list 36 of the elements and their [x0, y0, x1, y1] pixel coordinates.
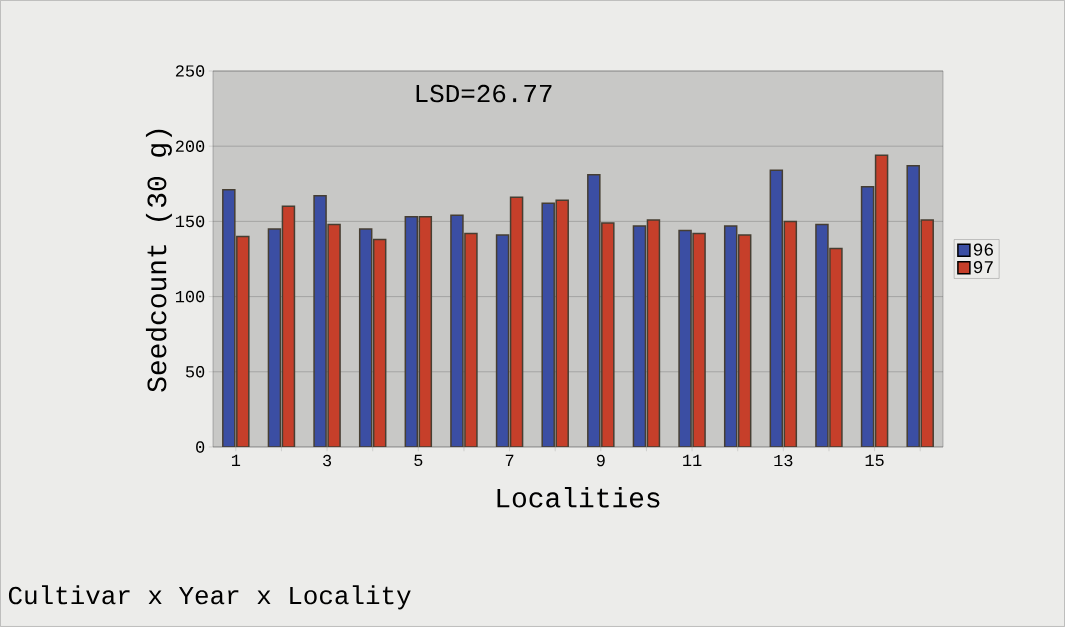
annotation: LSD=26.77 [416, 84, 552, 103]
x-tick-label: 13 [774, 454, 793, 467]
x-tick-label: 7 [505, 454, 514, 466]
bar [267, 228, 282, 447]
bar [737, 234, 752, 447]
bar [418, 216, 433, 447]
x-tick-label: 3 [323, 454, 332, 467]
x-tick-label: 5 [414, 454, 423, 467]
legend-label: 96 [973, 243, 993, 256]
x-tick-label: 11 [683, 454, 702, 466]
bar [495, 234, 510, 447]
bar [632, 225, 647, 447]
x-tick-label: 9 [596, 454, 605, 467]
y-tick-label: 150 [175, 215, 205, 228]
bar [404, 216, 419, 447]
bar [646, 219, 661, 447]
y-tick-label: 100 [175, 290, 205, 303]
bar [281, 205, 296, 447]
legend-label: 97 [973, 260, 993, 274]
y-axis-title: Seedcount (30 g) [145, 129, 172, 392]
y-tick-label: 200 [175, 140, 205, 152]
bar [358, 228, 373, 447]
bar [509, 196, 524, 447]
bar [860, 186, 875, 447]
text: Cultivar x Year x Locality [8, 585, 411, 610]
bar [723, 225, 738, 447]
x-tick-label: 15 [865, 454, 884, 467]
x-axis-title: Localities [497, 487, 660, 508]
y-tick-label: 250 [175, 65, 205, 77]
bar [874, 154, 889, 447]
bar [783, 220, 798, 447]
y-tick-label: 50 [185, 366, 205, 378]
x-tick-label: 1 [231, 454, 241, 466]
bar [769, 169, 784, 447]
y-tick-label: 0 [196, 441, 205, 453]
bar [372, 238, 387, 447]
